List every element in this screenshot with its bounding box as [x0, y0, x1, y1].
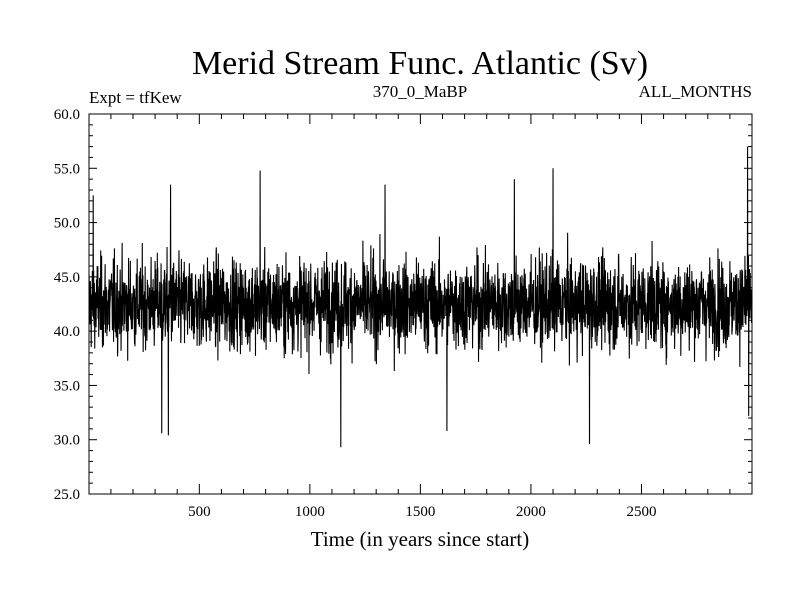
y-axis: 25.0 30.0 35.0 40.0 45.0 50.0 55.0 60.0 — [54, 107, 752, 503]
y-tick-label: 55.0 — [54, 161, 80, 177]
chart-title: Merid Stream Func. Atlantic (Sv) — [192, 45, 648, 82]
y-tick-label: 40.0 — [54, 324, 80, 340]
run-label: 370_0_MaBP — [373, 82, 467, 101]
x-axis: 500 1000 1500 2000 2500 — [110, 114, 731, 520]
y-tick-label: 60.0 — [54, 107, 80, 123]
series-line — [88, 146, 753, 448]
y-tick-label: 50.0 — [54, 216, 80, 232]
x-tick-label: 500 — [188, 504, 211, 520]
y-tick-label: 25.0 — [54, 487, 80, 503]
months-label: ALL_MONTHS — [639, 82, 752, 101]
x-tick-label: 1500 — [405, 504, 435, 520]
x-tick-label: 2500 — [626, 504, 656, 520]
experiment-label: Expt = tfKew — [89, 88, 182, 107]
x-tick-label: 2000 — [516, 504, 546, 520]
x-tick-label: 1000 — [295, 504, 325, 520]
series-layer — [88, 146, 753, 448]
x-axis-label: Time (in years since start) — [311, 527, 530, 551]
y-tick-label: 45.0 — [54, 270, 80, 286]
y-tick-label: 35.0 — [54, 378, 80, 394]
y-tick-label: 30.0 — [54, 433, 80, 449]
